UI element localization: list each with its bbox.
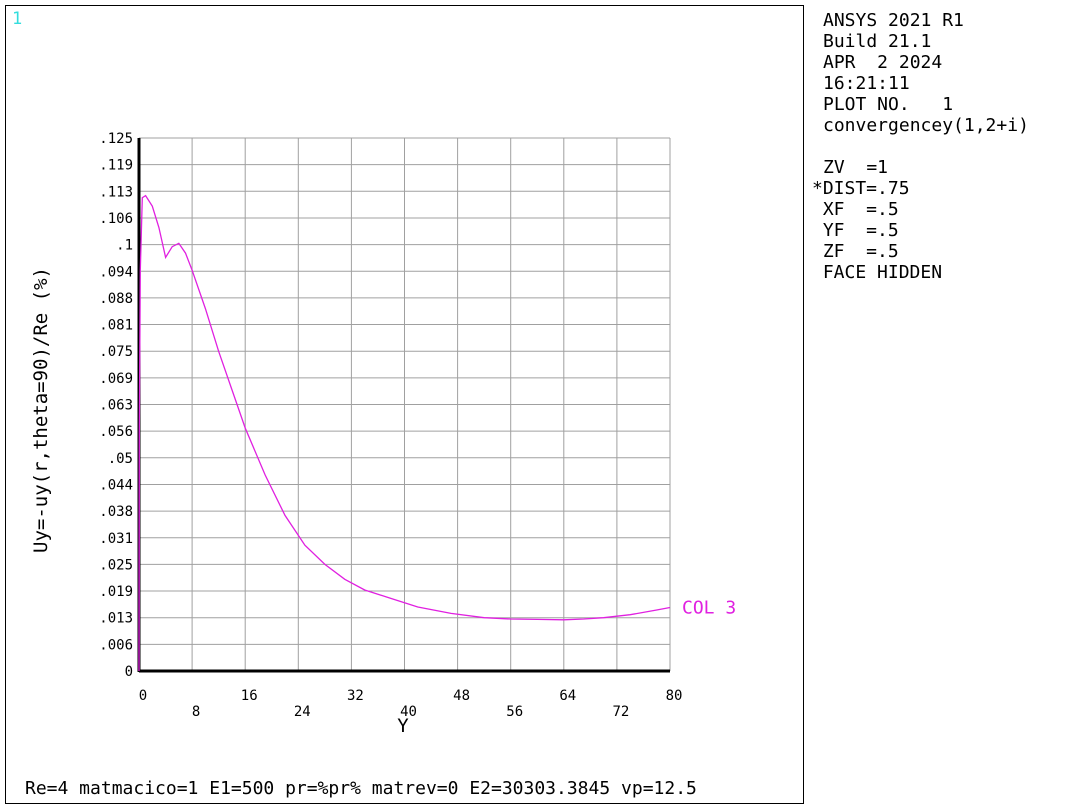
y-tick-label: .081 <box>99 318 133 334</box>
x-tick-label: 0 <box>139 688 147 704</box>
x-tick-label: 56 <box>506 704 523 720</box>
x-axis-label: Y <box>397 715 409 737</box>
x-tick-label: 32 <box>347 688 364 704</box>
view-yf: YF =.5 <box>812 220 899 241</box>
x-tick-label: 16 <box>241 688 258 704</box>
y-tick-label: .05 <box>108 451 133 467</box>
y-tick-label: .125 <box>99 131 133 147</box>
view-zv: ZV =1 <box>823 157 889 178</box>
y-tick-label: .056 <box>99 424 133 440</box>
series-group: COL 3 <box>138 194 736 672</box>
x-tick-label: 80 <box>666 688 683 704</box>
x-tick-label: 8 <box>192 704 200 720</box>
grid <box>138 137 671 672</box>
y-tick-label: .044 <box>99 477 133 493</box>
y-tick-label: .069 <box>99 371 133 387</box>
series-line-1 <box>138 194 671 672</box>
x-tick-label: 40 <box>400 704 417 720</box>
y-tick-label: .075 <box>99 344 133 360</box>
view-dist: *DIST=.75 <box>812 178 910 199</box>
view-zf: ZF =.5 <box>812 241 899 262</box>
info-plot-number: PLOT NO. 1 <box>823 94 954 115</box>
footer-parameters: Re=4 matmacico=1 E1=500 pr=%pr% matrev=0… <box>25 778 697 799</box>
y-tick-label: .094 <box>99 264 133 280</box>
y-tick-labels: 0 .006 .013 .019 .025 .031 .038 .044 .05 .056 .063… <box>99 131 133 680</box>
y-tick-label: .031 <box>99 531 133 547</box>
y-tick-label: .1 <box>116 238 133 254</box>
info-plot-title: convergencey(1,2+i) <box>823 115 1029 136</box>
y-tick-label: .088 <box>99 291 133 307</box>
info-date: APR 2 2024 <box>823 52 943 73</box>
x-tick-label: 48 <box>453 688 470 704</box>
x-tick-label: 24 <box>294 704 311 720</box>
x-tick-label: 64 <box>559 688 576 704</box>
info-time: 16:21:11 <box>823 73 910 94</box>
y-tick-label: .025 <box>99 557 133 573</box>
x-tick-labels: 0 16 32 48 64 80 8 24 40 56 72 <box>139 688 683 720</box>
y-axis-label: Uy=-uy(r,theta=90)/Re (%) <box>30 267 52 553</box>
view-face-mode: FACE HIDDEN <box>812 262 943 283</box>
graphics-window <box>5 5 804 804</box>
y-tick-label: .038 <box>99 504 133 520</box>
window-number: 1 <box>12 9 23 29</box>
y-tick-label: .113 <box>99 184 133 200</box>
view-xf: XF =.5 <box>812 199 899 220</box>
y-tick-label: .106 <box>99 211 133 227</box>
series-label: COL 3 <box>682 597 736 618</box>
y-tick-label: .006 <box>99 637 133 653</box>
info-panel: ANSYS 2021 R1 Build 21.1 APR 2 2024 16:2… <box>812 10 1029 283</box>
y-tick-label: .019 <box>99 584 133 600</box>
y-tick-label: 0 <box>125 664 133 680</box>
x-tick-label: 72 <box>612 704 629 720</box>
y-tick-label: .119 <box>99 158 133 174</box>
info-product: ANSYS 2021 R1 <box>823 10 964 31</box>
info-build: Build 21.1 <box>823 31 932 52</box>
y-tick-label: .013 <box>99 611 133 627</box>
y-tick-label: .063 <box>99 398 133 414</box>
